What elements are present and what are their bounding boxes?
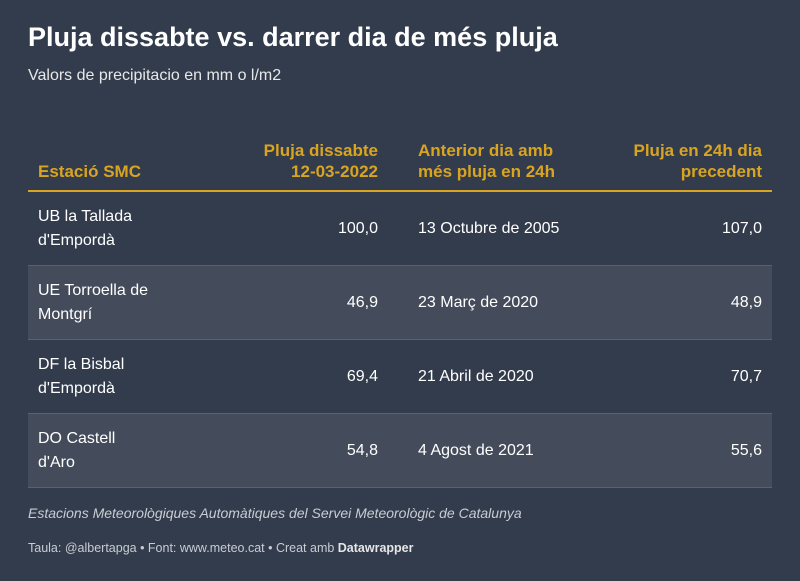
cell-station: DO Castell d'Aro — [28, 413, 208, 488]
cell-rain-saturday: 54,8 — [208, 413, 388, 488]
cell-previous-date: 21 Abril de 2020 — [388, 339, 598, 414]
station-line: DO Castell — [38, 429, 116, 447]
cell-previous-date: 13 Octubre de 2005 — [388, 191, 598, 266]
chart-subtitle: Valors de precipitacio en mm o l/m2 — [28, 67, 282, 84]
cell-rain-previous: 70,7 — [598, 339, 772, 414]
cell-previous-date: 23 Març de 2020 — [388, 265, 598, 340]
footer-text: Taula: @albertapga • Font: www.meteo.cat… — [28, 541, 338, 555]
column-header-previous-date[interactable]: Anterior dia amb més pluja en 24h — [388, 118, 598, 192]
station-line: Montgrí — [38, 305, 93, 323]
table-header-row: Estació SMC Pluja dissabte 12-03-2022 An… — [28, 118, 772, 192]
chart-title: Pluja dissabte vs. darrer dia de més plu… — [28, 22, 558, 52]
datawrapper-link[interactable]: Datawrapper — [337, 541, 414, 555]
data-table: Estació SMC Pluja dissabte 12-03-2022 An… — [28, 118, 772, 488]
header-line: Pluja en 24h dia — [633, 141, 763, 160]
header-line: Anterior dia amb — [418, 141, 554, 160]
table-row: DO Castell d'Aro 54,8 4 Agost de 2021 55… — [28, 413, 772, 488]
footer-credits: Taula: @albertapga • Font: www.meteo.cat… — [28, 541, 414, 555]
header-line: Estació SMC — [38, 162, 141, 181]
header-line: Pluja dissabte — [263, 141, 378, 160]
cell-rain-previous: 55,6 — [598, 413, 772, 488]
column-header-rain-saturday[interactable]: Pluja dissabte 12-03-2022 — [208, 118, 388, 192]
station-line: d'Aro — [38, 453, 75, 471]
cell-rain-previous: 48,9 — [598, 265, 772, 340]
cell-rain-saturday: 69,4 — [208, 339, 388, 414]
station-line: DF la Bisbal — [38, 355, 125, 373]
station-line: UE Torroella de — [38, 281, 148, 299]
column-header-rain-previous[interactable]: Pluja en 24h dia precedent — [598, 118, 772, 192]
cell-rain-previous: 107,0 — [598, 191, 772, 266]
header-line: més pluja en 24h — [418, 162, 555, 181]
table-row: DF la Bisbal d'Empordà 69,4 21 Abril de … — [28, 339, 772, 414]
station-line: d'Empordà — [38, 231, 115, 249]
header-line: precedent — [680, 162, 762, 181]
cell-station: UB la Tallada d'Empordà — [28, 191, 208, 266]
column-header-station[interactable]: Estació SMC — [28, 118, 208, 192]
cell-station: DF la Bisbal d'Empordà — [28, 339, 208, 414]
cell-station: UE Torroella de Montgrí — [28, 265, 208, 340]
cell-rain-saturday: 100,0 — [208, 191, 388, 266]
station-line: UB la Tallada — [38, 207, 132, 225]
table-row: UE Torroella de Montgrí 46,9 23 Març de … — [28, 265, 772, 340]
source-note: Estacions Meteorològiques Automàtiques d… — [28, 505, 522, 521]
header-line: 12-03-2022 — [291, 162, 378, 181]
station-line: d'Empordà — [38, 379, 115, 397]
table-row: UB la Tallada d'Empordà 100,0 13 Octubre… — [28, 191, 772, 266]
cell-rain-saturday: 46,9 — [208, 265, 388, 340]
cell-previous-date: 4 Agost de 2021 — [388, 413, 598, 488]
